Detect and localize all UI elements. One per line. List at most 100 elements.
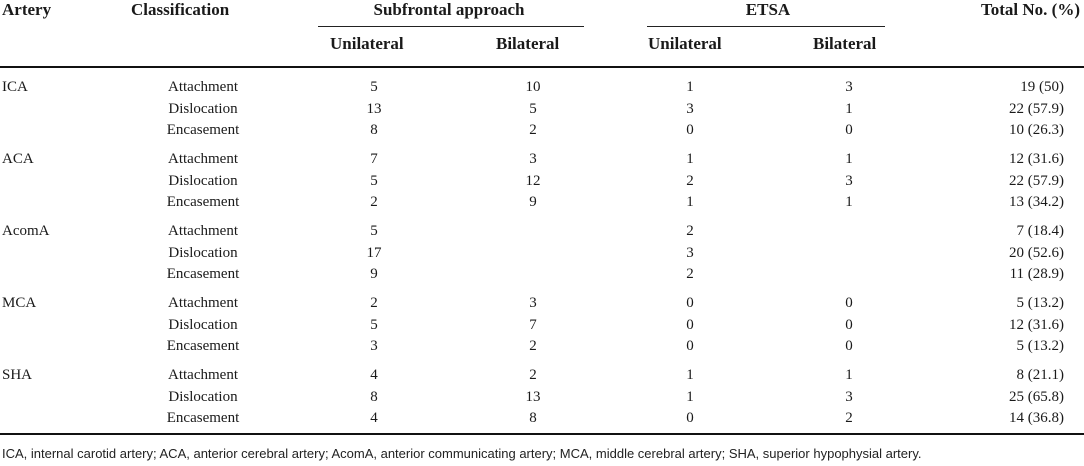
etsa-unilateral-cell: 0 <box>686 295 694 311</box>
etsa-unilateral-cell: 3 <box>686 100 694 117</box>
subfrontal-unilateral-cell: 3 <box>370 338 378 354</box>
header-total: Total No. (%) <box>980 0 1080 19</box>
total-cell: 13 (34.2) <box>1009 194 1064 210</box>
subfrontal-bilateral-cell: 8 <box>529 410 537 426</box>
etsa-bilateral-cell: 1 <box>845 194 853 210</box>
subfrontal-bilateral-cell: 5 <box>529 100 537 117</box>
etsa-unilateral-cell: 1 <box>686 79 694 95</box>
total-cell: 22 (57.9) <box>1009 100 1064 117</box>
subfrontal-bilateral-cell: 2 <box>529 367 537 383</box>
total-cell: 12 (31.6) <box>1009 151 1064 167</box>
subfrontal-unilateral-cell: 5 <box>370 316 378 333</box>
total-cell: 10 (26.3) <box>1009 122 1064 138</box>
artery-label: AcomA <box>2 223 50 239</box>
header-bottom-rule <box>0 66 1084 68</box>
etsa-span-rule <box>647 26 885 27</box>
classification-cell: Attachment <box>168 79 238 95</box>
table-bottom-rule <box>0 433 1084 435</box>
subfrontal-bilateral-cell: 9 <box>529 194 537 210</box>
etsa-unilateral-cell: 2 <box>686 266 694 282</box>
classification-cell: Dislocation <box>168 172 238 189</box>
subfrontal-unilateral-cell: 7 <box>370 151 378 167</box>
etsa-unilateral-cell: 2 <box>686 223 694 239</box>
classification-cell: Dislocation <box>168 100 238 117</box>
artery-label: MCA <box>2 295 37 311</box>
artery-label: ACA <box>2 151 34 167</box>
etsa-bilateral-cell: 2 <box>845 410 853 426</box>
subfrontal-bilateral-cell: 2 <box>529 338 537 354</box>
header-etsa: ETSA <box>745 0 791 19</box>
subfrontal-unilateral-cell: 17 <box>366 244 382 261</box>
header-etsa-bilateral: Bilateral <box>813 34 877 53</box>
total-cell: 5 (13.2) <box>1016 338 1065 354</box>
subfrontal-unilateral-cell: 8 <box>370 388 378 405</box>
subfrontal-bilateral-cell: 3 <box>529 151 537 167</box>
header-subfrontal: Subfrontal approach <box>373 0 525 19</box>
header-subfrontal-bilateral: Bilateral <box>496 34 560 53</box>
total-cell: 14 (36.8) <box>1009 410 1064 426</box>
total-cell: 22 (57.9) <box>1009 172 1064 189</box>
classification-cell: Attachment <box>168 367 238 383</box>
etsa-bilateral-cell: 0 <box>845 295 853 311</box>
header-etsa-unilateral: Unilateral <box>648 34 722 53</box>
header-subfrontal-unilateral: Unilateral <box>330 34 404 53</box>
classification-cell: Attachment <box>168 223 238 239</box>
header-artery: Artery <box>2 0 52 19</box>
subfrontal-span-rule <box>318 26 584 27</box>
classification-cell: Dislocation <box>168 388 238 405</box>
subfrontal-unilateral-cell: 4 <box>370 410 378 426</box>
subfrontal-bilateral-cell: 12 <box>525 172 541 189</box>
etsa-bilateral-cell: 0 <box>845 316 853 333</box>
total-cell: 20 (52.6) <box>1009 244 1064 261</box>
etsa-unilateral-cell: 1 <box>686 367 694 383</box>
etsa-unilateral-cell: 1 <box>686 151 694 167</box>
etsa-unilateral-cell: 3 <box>686 244 694 261</box>
classification-cell: Dislocation <box>168 316 238 333</box>
subfrontal-unilateral-cell: 9 <box>370 266 378 282</box>
etsa-bilateral-cell: 1 <box>845 151 853 167</box>
etsa-unilateral-cell: 0 <box>686 316 694 333</box>
subfrontal-unilateral-cell: 2 <box>370 295 378 311</box>
etsa-bilateral-cell: 3 <box>845 79 853 95</box>
total-cell: 19 (50) <box>1020 79 1064 95</box>
etsa-unilateral-cell: 0 <box>686 338 694 354</box>
subfrontal-bilateral-cell: 10 <box>525 79 541 95</box>
etsa-bilateral-cell: 0 <box>845 338 853 354</box>
classification-cell: Encasement <box>166 410 240 426</box>
subfrontal-bilateral-cell: 3 <box>529 295 537 311</box>
classification-cell: Encasement <box>166 122 240 138</box>
etsa-bilateral-cell: 3 <box>845 172 853 189</box>
classification-cell: Dislocation <box>168 244 238 261</box>
subfrontal-bilateral-cell: 7 <box>529 316 537 333</box>
artery-label: ICA <box>2 79 28 95</box>
etsa-unilateral-cell: 1 <box>686 194 694 210</box>
table-footnote: ICA, internal carotid artery; ACA, anter… <box>2 446 922 461</box>
subfrontal-unilateral-cell: 8 <box>370 122 378 138</box>
subfrontal-unilateral-cell: 2 <box>370 194 378 210</box>
classification-cell: Encasement <box>166 266 240 282</box>
classification-cell: Encasement <box>166 194 240 210</box>
etsa-bilateral-cell: 0 <box>845 122 853 138</box>
etsa-unilateral-cell: 0 <box>686 410 694 426</box>
subfrontal-unilateral-cell: 5 <box>370 79 378 95</box>
subfrontal-unilateral-cell: 4 <box>370 367 378 383</box>
classification-cell: Encasement <box>166 338 240 354</box>
classification-cell: Attachment <box>168 295 238 311</box>
etsa-bilateral-cell: 1 <box>845 367 853 383</box>
total-cell: 25 (65.8) <box>1009 388 1064 405</box>
total-cell: 8 (21.1) <box>1016 367 1065 383</box>
subfrontal-unilateral-cell: 5 <box>370 172 378 189</box>
header-classification: Classification <box>131 0 230 19</box>
total-cell: 11 (28.9) <box>1009 266 1064 282</box>
etsa-unilateral-cell: 2 <box>686 172 694 189</box>
total-cell: 12 (31.6) <box>1009 316 1064 333</box>
etsa-unilateral-cell: 0 <box>686 122 694 138</box>
etsa-bilateral-cell: 1 <box>845 100 853 117</box>
subfrontal-bilateral-cell: 2 <box>529 122 537 138</box>
etsa-bilateral-cell: 3 <box>845 388 853 405</box>
total-cell: 5 (13.2) <box>1016 295 1065 311</box>
total-cell: 7 (18.4) <box>1016 223 1065 239</box>
artery-label: SHA <box>2 367 33 383</box>
subfrontal-unilateral-cell: 5 <box>370 223 378 239</box>
